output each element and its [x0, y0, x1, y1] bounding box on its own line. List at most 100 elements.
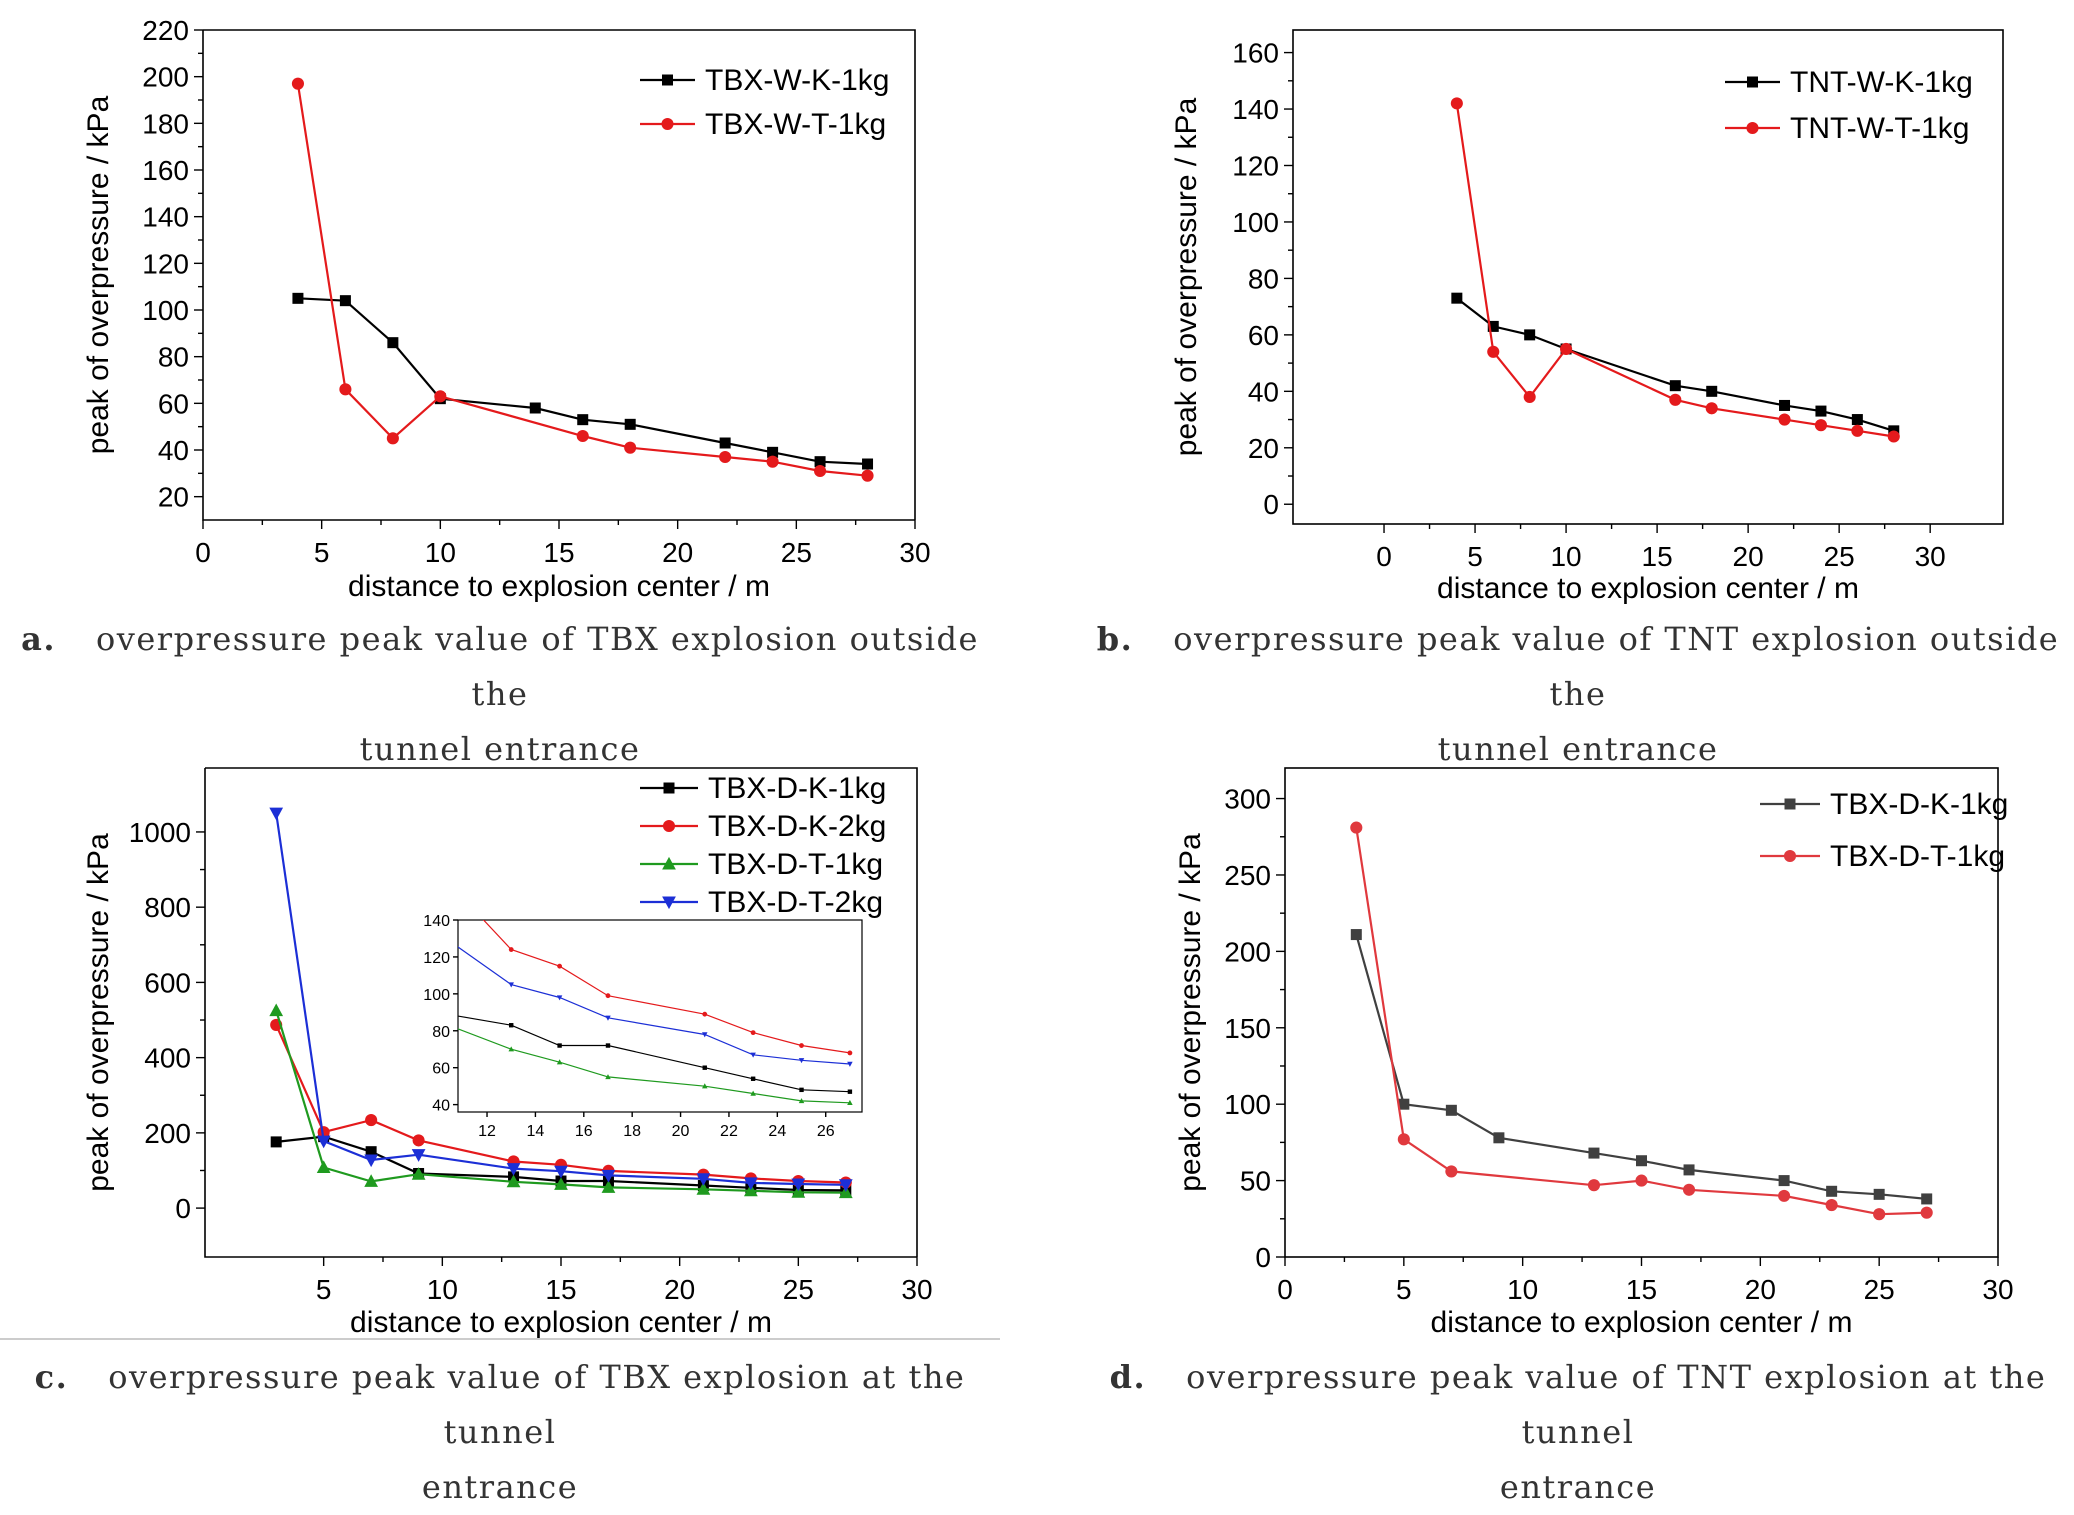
chart-c-series-3-point — [411, 1149, 426, 1162]
chart-d-xtick-label: 30 — [1982, 1274, 2013, 1305]
chart-c-inset-series-3-point — [702, 1032, 708, 1038]
chart-c-inset-series-1-point — [750, 1030, 756, 1036]
chart-a-xlabel: distance to explosion center / m — [348, 570, 770, 603]
chart-b: 0 5 10 15 20 25 30 0 20 40 60 80 100 120 140 160 distanc… — [1170, 29, 2004, 605]
chart-c-inset-series-1-line — [482, 920, 850, 1054]
chart-b-legend-label: TNT-W-K-1kg — [1790, 66, 1973, 99]
chart-b-ytick-label: 0 — [1263, 489, 1279, 520]
chart-b-legend: TNT-W-K-1kg TNT-W-T-1kg — [1725, 66, 1973, 145]
chart-c-series-1-point — [365, 1114, 378, 1127]
caption-d-letter: d. — [1109, 1358, 1147, 1396]
chart-a-series-0 — [292, 292, 874, 470]
chart-c-legend-marker — [662, 819, 676, 833]
chart-c-inset-series-2-point — [412, 1009, 418, 1014]
chart-d-series-0-point — [1683, 1164, 1695, 1176]
chart-a-ytick-label: 40 — [158, 435, 189, 466]
chart-b-ytick-label: 140 — [1232, 94, 1279, 125]
chart-b-series-0-point — [1779, 399, 1791, 411]
chart-c-inset-ytick-label: 40 — [432, 1098, 450, 1115]
chart-b-series-1-point — [1450, 97, 1463, 110]
chart-a-series-0-point — [577, 414, 589, 426]
chart-a-series-1-point — [719, 450, 732, 464]
chart-a-legend-label: TBX-W-K-1kg — [705, 64, 889, 97]
chart-c-inset-xtick-label: 16 — [575, 1123, 593, 1140]
chart-c-inset-series-0-line — [458, 1015, 850, 1093]
chart-b-ylabel: peak of overpressure / kPa — [1170, 97, 1203, 456]
chart-c-series-2-point — [696, 1182, 711, 1195]
chart-b-series-1 — [1450, 97, 1900, 443]
chart-a-legend-marker — [661, 117, 674, 131]
chart-c-inset-series-1-point — [702, 1011, 708, 1017]
chart-c-series-2-point — [411, 1167, 426, 1180]
caption-c-text2: entrance — [421, 1468, 579, 1506]
chart-c-ytick-label: 600 — [144, 967, 191, 998]
chart-b-xtick-label: 25 — [1824, 541, 1855, 572]
caption-b-text: overpressure peak value of TNT explosion… — [1173, 620, 2060, 713]
chart-c-legend-marker — [662, 896, 676, 910]
chart-b-series-1-point — [1814, 419, 1827, 432]
caption-a: a. overpressure peak value of TBX explosi… — [0, 612, 1000, 777]
chart-c-inset-series-1-point — [605, 993, 611, 999]
chart-c-inset-ytick-label: 100 — [423, 987, 450, 1004]
chart-c-inset-ytick-label: 140 — [423, 913, 450, 930]
chart-c-xlabel: distance to explosion center / m — [350, 1306, 772, 1339]
chart-d-series-0-point — [1445, 1104, 1457, 1116]
caption-b-text2: tunnel entrance — [1437, 730, 1719, 768]
chart-c-ytick-label: 0 — [175, 1193, 191, 1224]
chart-c-inset-xtick-label: 26 — [817, 1123, 835, 1140]
chart-c-inset-series-3-point — [847, 1061, 853, 1067]
chart-c-legend: TBX-D-K-1kg TBX-D-K-2kg TBX-D-T-1kg TBX-D-T… — [640, 772, 886, 919]
chart-b-ytick-label: 60 — [1248, 320, 1279, 351]
chart-d-xtick-label: 15 — [1626, 1274, 1657, 1305]
chart-a-ytick-label: 140 — [142, 202, 189, 233]
chart-d-ytick-label: 200 — [1224, 936, 1271, 967]
chart-c-inset-series-0-point — [847, 1089, 853, 1094]
chart-d-ytick-label: 250 — [1224, 860, 1271, 891]
chart-a: 0 5 10 15 20 25 30 20 40 60 80 100 120 140 160 180 200 22… — [82, 15, 931, 603]
chart-c-inset-series-0-point — [799, 1087, 804, 1093]
chart-b-ytick-label: 80 — [1248, 263, 1279, 294]
chart-b-series-0-point — [1524, 329, 1536, 341]
chart-c-series-3-point — [554, 1165, 568, 1179]
caption-c: c. overpressure peak value of TBX explosi… — [0, 1350, 1000, 1515]
chart-a-ylabel: peak of overpressure / kPa — [82, 95, 115, 454]
chart-c-inset-series-1-point — [847, 1050, 853, 1056]
chart-a-series-1-point — [576, 429, 589, 443]
chart-c-inset-series-3-line — [458, 946, 850, 1065]
chart-b-series-0-point — [1815, 405, 1827, 417]
chart-d-series-0-point — [1493, 1132, 1505, 1144]
chart-d-ytick-label: 100 — [1224, 1089, 1271, 1120]
chart-a-series-0-point — [529, 402, 541, 414]
chart-c-series-3-point — [601, 1169, 616, 1183]
chart-c-inset-series-0-point — [702, 1065, 707, 1070]
chart-b-xtick-label: 0 — [1376, 541, 1392, 572]
chart-a-legend-marker — [662, 74, 673, 86]
chart-a-xtick-label: 30 — [899, 537, 930, 568]
chart-d-xtick-label: 25 — [1864, 1274, 1895, 1305]
caption-d-text2: entrance — [1499, 1468, 1657, 1506]
chart-d-legend: TBX-D-K-1kg TBX-D-T-1kg — [1760, 788, 2008, 873]
chart-c-series-2-point — [364, 1174, 379, 1187]
chart-c-inset-xtick-label: 22 — [720, 1123, 738, 1140]
chart-c-inset-series-0-point — [557, 1043, 562, 1048]
chart-d-series-1-point — [1778, 1189, 1791, 1202]
chart-b-series-0-point — [1851, 414, 1863, 426]
chart-a-series-1-point — [386, 432, 399, 445]
chart-c-inset-series-3-point — [508, 982, 514, 988]
chart-c-inset-series-3-point — [750, 1052, 756, 1058]
chart-a-series-0-point — [719, 437, 731, 449]
chart-d-ytick-label: 0 — [1255, 1242, 1271, 1273]
chart-d-ytick-label: 150 — [1224, 1013, 1271, 1044]
chart-d-series-1-point — [1445, 1165, 1458, 1178]
chart-a-ytick-label: 160 — [142, 155, 189, 186]
chart-a-ytick-label: 80 — [158, 342, 189, 373]
chart-c-series-2-point — [269, 1003, 284, 1017]
chart-a-ytick-label: 200 — [142, 62, 189, 93]
chart-b-series-1-point — [1669, 393, 1682, 406]
chart-d-series-0-point — [1921, 1193, 1933, 1205]
chart-d-ytick-label: 50 — [1240, 1166, 1271, 1197]
chart-c-inset-series-0-point — [750, 1076, 756, 1081]
chart-b-frame — [1292, 29, 2004, 525]
chart-c-inset-series-1-point — [799, 1043, 804, 1048]
chart-b-ytick-label: 120 — [1232, 150, 1279, 181]
